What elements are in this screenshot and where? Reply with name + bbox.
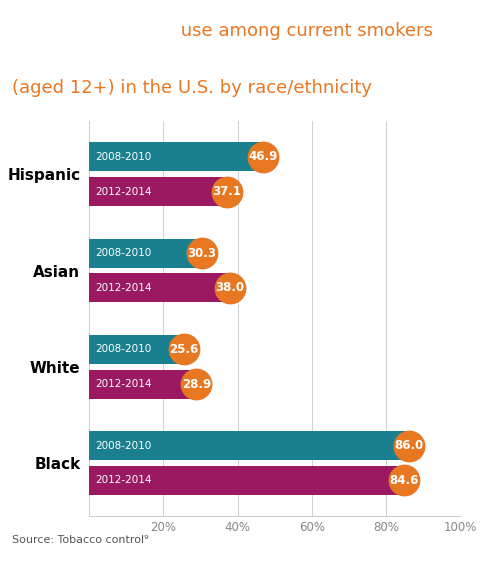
Text: 28.9: 28.9 xyxy=(182,378,211,391)
Text: 86.0: 86.0 xyxy=(394,439,423,452)
Text: 84.6: 84.6 xyxy=(389,474,418,487)
Point xyxy=(259,152,267,161)
Text: 25.6: 25.6 xyxy=(169,343,199,356)
Bar xyxy=(89,335,184,364)
Text: 2008-2010: 2008-2010 xyxy=(96,441,152,451)
Point xyxy=(192,380,200,389)
Text: (aged 12+) in the U.S. by race/ethnicity: (aged 12+) in the U.S. by race/ethnicity xyxy=(12,79,372,97)
Text: use among current smokers: use among current smokers xyxy=(175,22,433,40)
Point xyxy=(198,249,205,258)
Text: 37.1: 37.1 xyxy=(212,185,241,198)
Bar xyxy=(89,369,196,399)
Point xyxy=(226,283,234,292)
Bar xyxy=(89,274,230,302)
Text: 2012-2014: 2012-2014 xyxy=(96,475,152,486)
Text: 46.9: 46.9 xyxy=(249,151,278,164)
Bar xyxy=(89,177,227,206)
Point xyxy=(405,441,412,450)
Text: 2012-2014: 2012-2014 xyxy=(96,187,152,196)
Point xyxy=(400,476,408,485)
Text: Source: Tobacco control⁹: Source: Tobacco control⁹ xyxy=(12,535,149,545)
Text: 2008-2010: 2008-2010 xyxy=(96,248,152,258)
Bar xyxy=(89,143,263,171)
Text: 30.3: 30.3 xyxy=(187,246,216,259)
Point xyxy=(223,187,231,196)
Text: Menthol cigarette: Menthol cigarette xyxy=(12,22,193,40)
Bar xyxy=(89,431,408,460)
Text: 38.0: 38.0 xyxy=(216,281,245,294)
Text: 2012-2014: 2012-2014 xyxy=(96,283,152,293)
Point xyxy=(180,345,188,354)
Text: 2008-2010: 2008-2010 xyxy=(96,152,152,162)
Text: 2012-2014: 2012-2014 xyxy=(96,379,152,389)
Bar xyxy=(89,239,202,268)
Bar xyxy=(89,466,404,495)
Text: 2008-2010: 2008-2010 xyxy=(96,345,152,354)
